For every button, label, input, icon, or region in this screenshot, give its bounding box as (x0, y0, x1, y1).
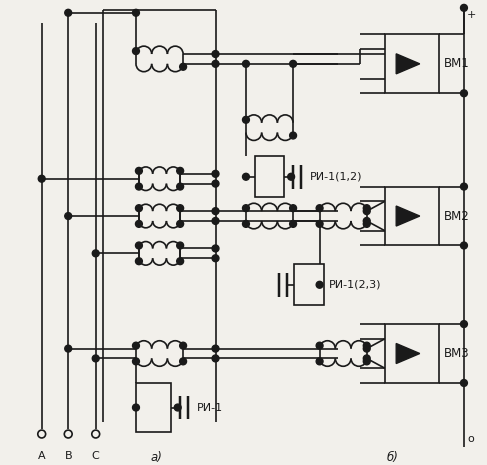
Bar (136, 383, 171, 432)
Text: б): б) (386, 451, 398, 464)
Circle shape (132, 9, 139, 16)
Circle shape (132, 342, 139, 349)
Circle shape (177, 167, 184, 174)
Circle shape (135, 242, 142, 249)
Bar (385, 324, 439, 383)
Circle shape (243, 60, 249, 67)
Circle shape (65, 9, 72, 16)
Circle shape (65, 345, 72, 352)
Text: а): а) (150, 451, 163, 464)
Text: РИ-1(1,2): РИ-1(1,2) (310, 172, 362, 182)
Circle shape (212, 208, 219, 214)
Circle shape (290, 205, 297, 212)
Text: ВМ3: ВМ3 (444, 347, 469, 360)
Circle shape (363, 208, 370, 214)
Circle shape (38, 175, 45, 182)
Circle shape (461, 379, 468, 386)
Circle shape (461, 242, 468, 249)
Circle shape (290, 220, 297, 227)
Text: о: о (467, 434, 474, 444)
Circle shape (135, 205, 142, 212)
Circle shape (363, 218, 370, 225)
Circle shape (132, 404, 139, 411)
Circle shape (212, 170, 219, 177)
Bar (255, 156, 284, 197)
Circle shape (177, 258, 184, 265)
Circle shape (177, 242, 184, 249)
Circle shape (212, 345, 219, 352)
Circle shape (132, 47, 139, 54)
Text: ВМ1: ВМ1 (444, 57, 469, 70)
Circle shape (363, 355, 370, 362)
Circle shape (65, 213, 72, 219)
Circle shape (212, 180, 219, 187)
Circle shape (92, 250, 99, 257)
Circle shape (363, 358, 370, 365)
Circle shape (180, 358, 187, 365)
Circle shape (290, 132, 297, 139)
Circle shape (177, 205, 184, 212)
Circle shape (461, 90, 468, 97)
Text: A: A (38, 451, 45, 461)
Circle shape (290, 60, 297, 67)
Circle shape (135, 220, 142, 227)
Polygon shape (396, 206, 420, 226)
Circle shape (212, 255, 219, 262)
Circle shape (212, 245, 219, 252)
Text: B: B (64, 451, 72, 461)
Circle shape (135, 183, 142, 190)
Text: РИ-1(2,3): РИ-1(2,3) (328, 280, 381, 290)
Text: +: + (467, 10, 476, 20)
Circle shape (180, 63, 187, 70)
Circle shape (243, 116, 249, 123)
Circle shape (135, 167, 142, 174)
Circle shape (363, 220, 370, 227)
Circle shape (243, 205, 249, 212)
Circle shape (316, 205, 323, 212)
Polygon shape (396, 344, 420, 364)
Circle shape (177, 183, 184, 190)
Text: ВМ2: ВМ2 (444, 210, 469, 223)
Circle shape (212, 51, 219, 58)
Circle shape (461, 5, 468, 11)
Circle shape (316, 281, 323, 288)
Circle shape (316, 220, 323, 227)
Circle shape (461, 320, 468, 327)
Polygon shape (396, 54, 420, 74)
Circle shape (316, 358, 323, 365)
Circle shape (212, 355, 219, 362)
Circle shape (243, 220, 249, 227)
Text: РИ-1: РИ-1 (197, 403, 224, 412)
Circle shape (288, 173, 295, 180)
Circle shape (177, 220, 184, 227)
Text: C: C (92, 451, 99, 461)
Circle shape (92, 355, 99, 362)
Circle shape (363, 345, 370, 352)
Circle shape (212, 218, 219, 225)
Circle shape (135, 258, 142, 265)
Circle shape (212, 60, 219, 67)
Circle shape (243, 173, 249, 180)
Bar (385, 34, 439, 93)
Circle shape (132, 358, 139, 365)
Circle shape (363, 342, 370, 349)
Bar (385, 186, 439, 246)
Circle shape (363, 205, 370, 212)
Circle shape (461, 183, 468, 190)
Circle shape (180, 342, 187, 349)
Bar (294, 264, 323, 306)
Circle shape (174, 404, 181, 411)
Circle shape (316, 342, 323, 349)
